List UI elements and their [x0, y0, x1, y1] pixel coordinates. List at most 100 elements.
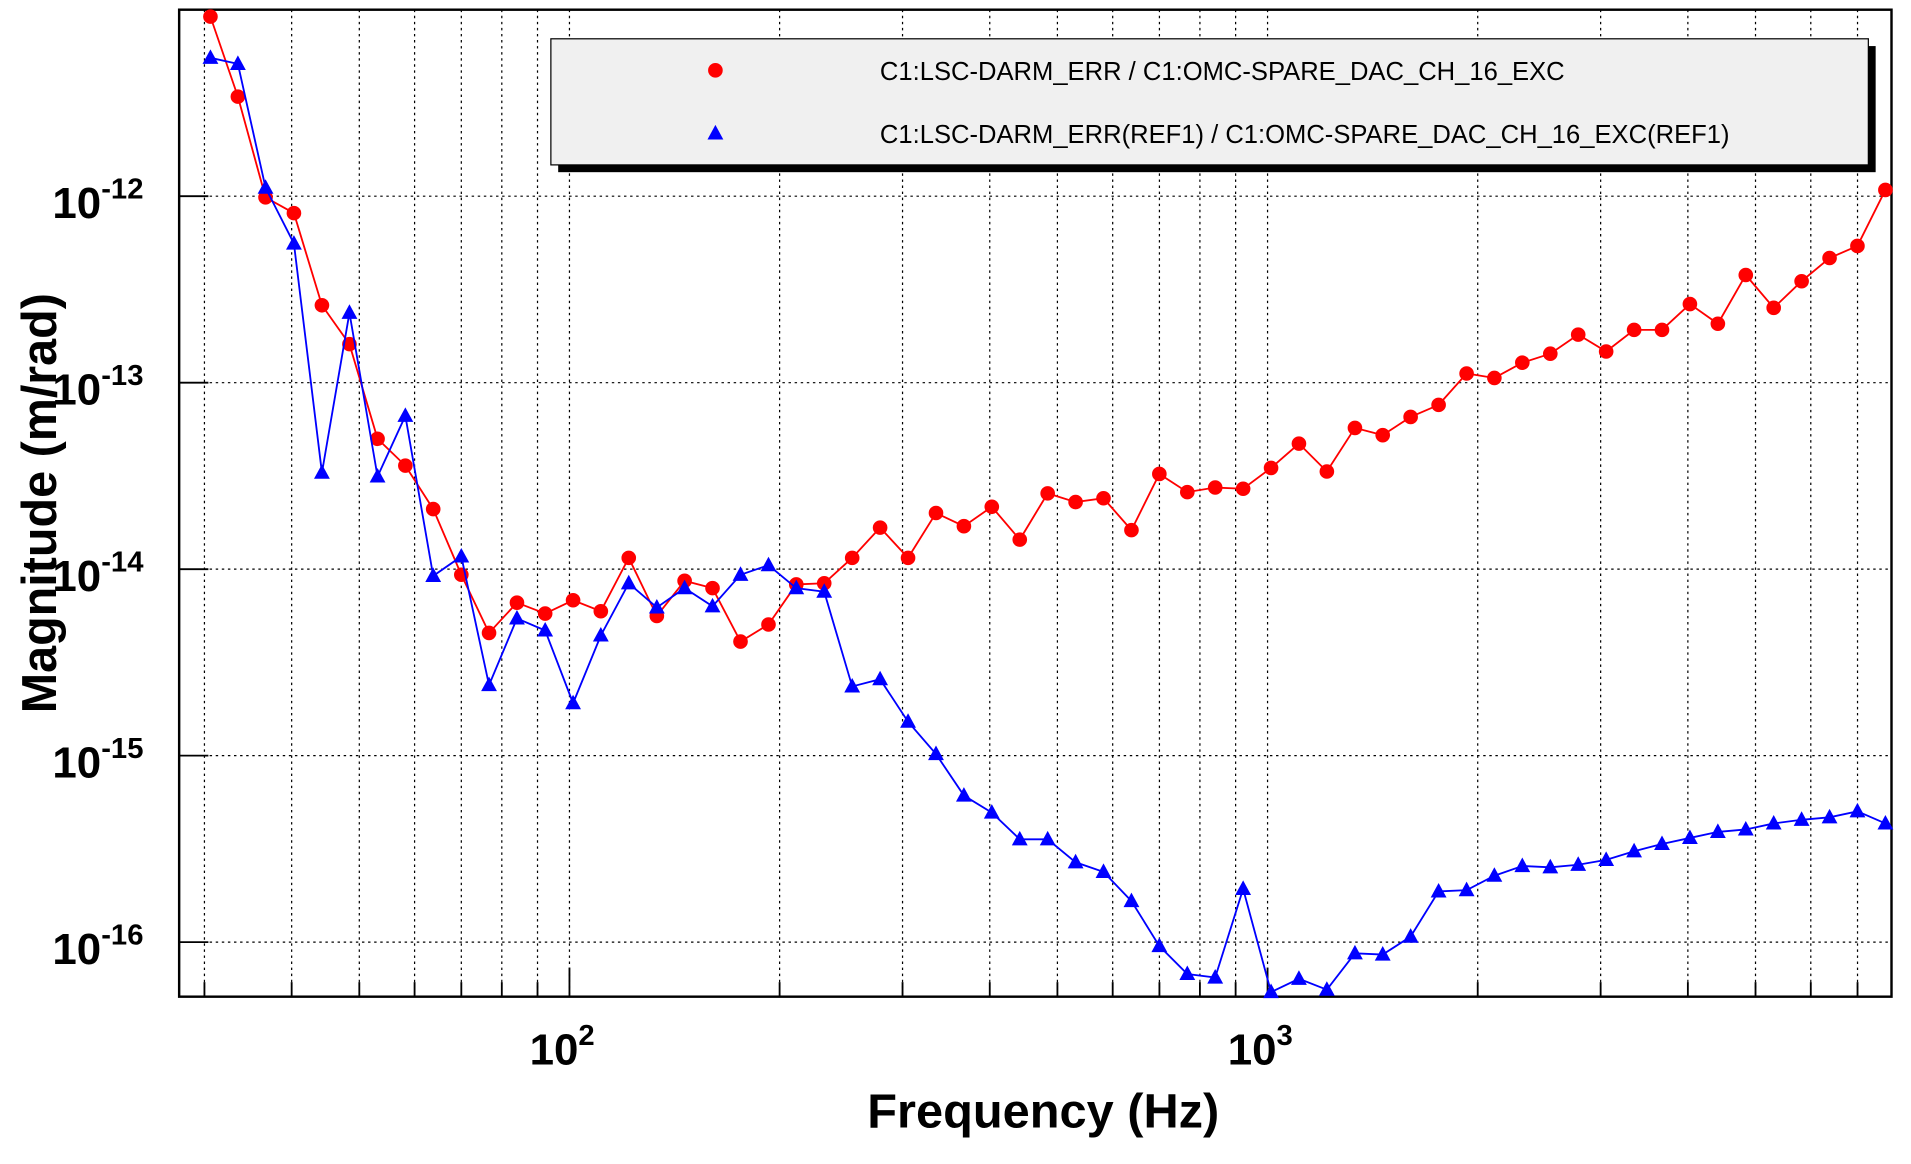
data-point — [1849, 802, 1866, 818]
data-point — [1123, 892, 1140, 908]
data-point — [760, 556, 777, 572]
data-point — [955, 787, 972, 802]
data-point — [983, 804, 1000, 819]
data-point — [1487, 370, 1502, 386]
y-tick-label-base: 10 — [52, 739, 101, 788]
data-point — [1459, 366, 1474, 381]
data-point — [1152, 466, 1167, 482]
data-point — [1207, 480, 1223, 495]
data-point — [314, 298, 330, 313]
data-point — [733, 634, 748, 649]
data-point — [1542, 346, 1558, 361]
data-point — [1738, 267, 1754, 283]
data-point — [844, 550, 860, 566]
y-axis-title: Magnitude (m/rad) — [13, 293, 67, 713]
data-point — [1793, 811, 1810, 826]
data-point — [1039, 830, 1056, 846]
data-point — [1877, 814, 1894, 830]
data-point — [844, 677, 861, 693]
data-point — [621, 550, 637, 566]
data-point — [425, 501, 441, 517]
data-point — [1626, 322, 1642, 338]
data-point — [1850, 238, 1865, 254]
data-point — [761, 617, 776, 632]
data-point — [1374, 946, 1391, 961]
data-point — [1124, 522, 1139, 538]
legend: C1:LSC-DARM_ERR / C1:OMC-SPARE_DAC_CH_16… — [550, 38, 1876, 173]
data-point — [203, 9, 218, 24]
data-point — [398, 458, 413, 473]
data-point — [900, 713, 916, 728]
data-point — [202, 49, 219, 64]
data-point — [1710, 316, 1726, 332]
data-point — [816, 583, 833, 598]
data-point — [1403, 409, 1418, 425]
data-point — [1821, 808, 1838, 824]
data-point — [1598, 851, 1615, 866]
y-tick-label-base: 10 — [52, 179, 101, 228]
data-point — [1096, 490, 1111, 506]
data-point — [1654, 835, 1670, 851]
data-point — [1068, 494, 1083, 510]
legend-marker — [707, 124, 724, 140]
data-point — [1486, 867, 1503, 882]
data-point — [1179, 965, 1196, 981]
y-tick-label-exponent: -12 — [101, 174, 143, 206]
data-point — [620, 574, 637, 590]
x-tick-label-base: 10 — [530, 1026, 579, 1075]
data-point — [900, 550, 916, 566]
x-tick-label: 103 — [1228, 1020, 1293, 1074]
data-point — [1542, 858, 1559, 874]
data-point — [676, 579, 693, 595]
data-point — [1375, 427, 1391, 443]
data-point — [984, 499, 1000, 515]
data-point — [565, 694, 581, 710]
y-tick-label-exponent: -14 — [101, 547, 144, 579]
data-point — [1765, 814, 1782, 830]
data-point — [1794, 273, 1809, 289]
plot-frame — [177, 8, 1893, 998]
data-point — [1012, 532, 1028, 547]
x-axis-title: Frequency (Hz) — [867, 1085, 1219, 1139]
y-tick-label-base: 10 — [52, 925, 101, 974]
data-point — [1318, 981, 1335, 996]
data-point — [397, 407, 414, 422]
data-point — [537, 621, 554, 637]
legend-label: C1:LSC-DARM_ERR / C1:OMC-SPARE_DAC_CH_16… — [880, 58, 1565, 86]
data-point — [1654, 322, 1670, 338]
y-tick-label: 10-13 — [52, 360, 143, 414]
data-point — [285, 235, 302, 250]
x-tick-label-exponent: 3 — [1277, 1020, 1293, 1052]
data-point — [872, 520, 888, 535]
data-point — [509, 595, 525, 610]
data-point — [1515, 355, 1530, 370]
data-point — [1291, 436, 1307, 451]
data-point — [1291, 970, 1307, 985]
data-point — [592, 626, 609, 642]
data-point — [1822, 250, 1837, 266]
data-point — [1431, 397, 1446, 413]
y-tick-label: 10-16 — [52, 920, 143, 974]
data-point — [453, 547, 470, 563]
data-point — [1570, 856, 1587, 871]
data-point — [1347, 944, 1363, 960]
data-point — [1235, 481, 1251, 496]
data-point — [565, 593, 581, 608]
grid — [179, 9, 1892, 997]
data-point — [928, 745, 944, 761]
data-point — [956, 518, 972, 534]
data-point — [593, 603, 609, 619]
data-point — [1402, 928, 1419, 943]
data-point — [481, 676, 497, 692]
data-point — [370, 431, 385, 447]
data-point — [1347, 420, 1363, 436]
data-point — [537, 606, 553, 621]
data-point — [788, 579, 805, 595]
data-point — [342, 336, 357, 352]
data-point — [286, 205, 302, 221]
data-point — [1878, 182, 1893, 198]
data-point — [1011, 830, 1028, 846]
x-tick-label-exponent: 2 — [578, 1020, 594, 1052]
data-point — [509, 609, 525, 625]
y-tick-label-base: 10 — [52, 366, 101, 415]
